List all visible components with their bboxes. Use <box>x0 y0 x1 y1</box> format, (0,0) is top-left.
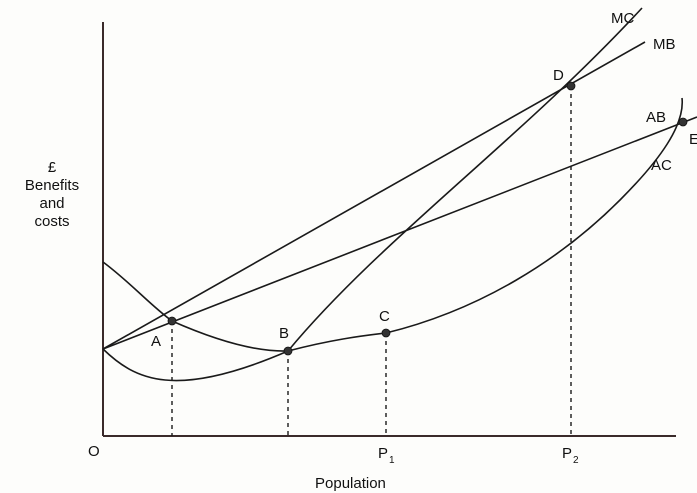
tick-p1-base: P <box>378 445 388 462</box>
tick-p2-base: P <box>562 445 572 462</box>
label-mb: MB <box>653 36 676 53</box>
point-b <box>283 346 293 356</box>
mb-curve <box>102 41 646 350</box>
label-ac: AC <box>651 157 672 174</box>
label-b: B <box>279 325 289 342</box>
point-e <box>678 117 688 127</box>
y-axis-title-line-4: costs <box>34 213 69 230</box>
label-d: D <box>553 67 564 84</box>
tick-p1: P 1 <box>378 445 395 466</box>
y-axis-title-line-3: and <box>39 195 64 212</box>
point-a <box>167 316 177 326</box>
point-c <box>381 328 391 338</box>
label-a: A <box>151 333 161 350</box>
y-axis-title-line-2: Benefits <box>25 177 79 194</box>
tick-p1-sub: 1 <box>389 455 395 466</box>
point-d <box>566 81 576 91</box>
label-ab: AB <box>646 109 666 126</box>
label-c: C <box>379 308 390 325</box>
y-axis-title-line-1: £ <box>48 159 57 176</box>
origin-label: O <box>88 443 100 460</box>
label-e: E <box>689 131 697 148</box>
tick-p2-sub: 2 <box>573 455 579 466</box>
ab-curve <box>102 116 697 350</box>
label-mc: MC <box>611 10 634 27</box>
tick-p2: P 2 <box>562 445 579 466</box>
x-axis-title: Population <box>315 475 386 492</box>
mc-curve <box>102 7 643 352</box>
y-axis-title: £ Benefits and costs <box>25 159 79 230</box>
ac-curve <box>102 97 683 382</box>
